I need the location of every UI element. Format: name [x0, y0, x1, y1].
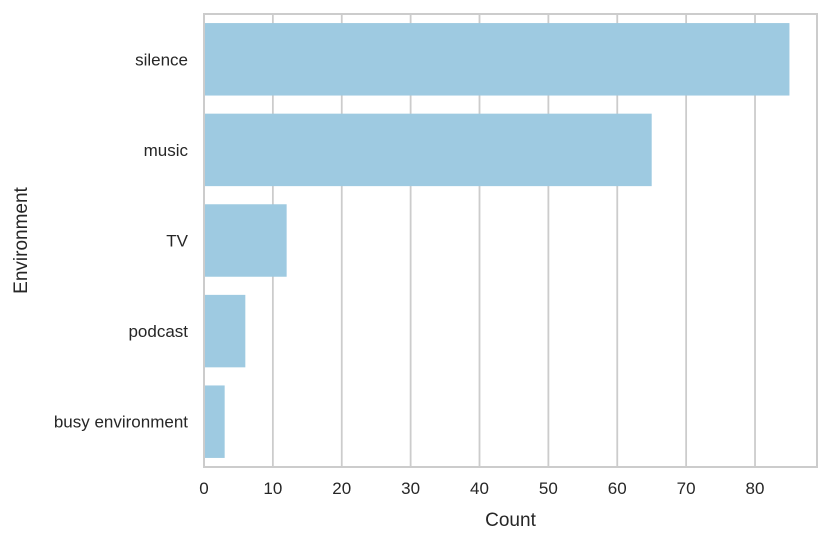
y-tick-labels: silence music TV podcast busy environment: [54, 50, 189, 431]
x-tick-label: 30: [401, 479, 420, 498]
x-tick-label: 20: [332, 479, 351, 498]
x-tick-label: 60: [608, 479, 627, 498]
y-tick-label: busy environment: [54, 413, 188, 432]
bars: [204, 23, 790, 458]
y-tick-label: podcast: [128, 322, 188, 341]
plot-frame: [203, 13, 818, 468]
x-tick-labels: 0 10 20 30 40 50 60 70 80: [199, 479, 764, 498]
y-tick-label: music: [144, 141, 189, 160]
x-tick-label: 80: [746, 479, 765, 498]
bar-busy-environment: [204, 385, 225, 458]
bar-TV: [204, 204, 287, 277]
bar-music: [204, 113, 652, 187]
y-tick-label: silence: [135, 50, 188, 69]
x-tick-label: 10: [263, 479, 282, 498]
x-tick-label: 0: [199, 479, 208, 498]
x-tick-label: 70: [677, 479, 696, 498]
bar-podcast: [204, 294, 246, 368]
bar-silence: [204, 23, 790, 96]
y-tick-label: TV: [166, 232, 188, 251]
x-axis-label: Count: [485, 510, 536, 531]
x-tick-label: 40: [470, 479, 489, 498]
y-axis-label: Environment: [11, 186, 32, 293]
x-tick-label: 50: [539, 479, 558, 498]
